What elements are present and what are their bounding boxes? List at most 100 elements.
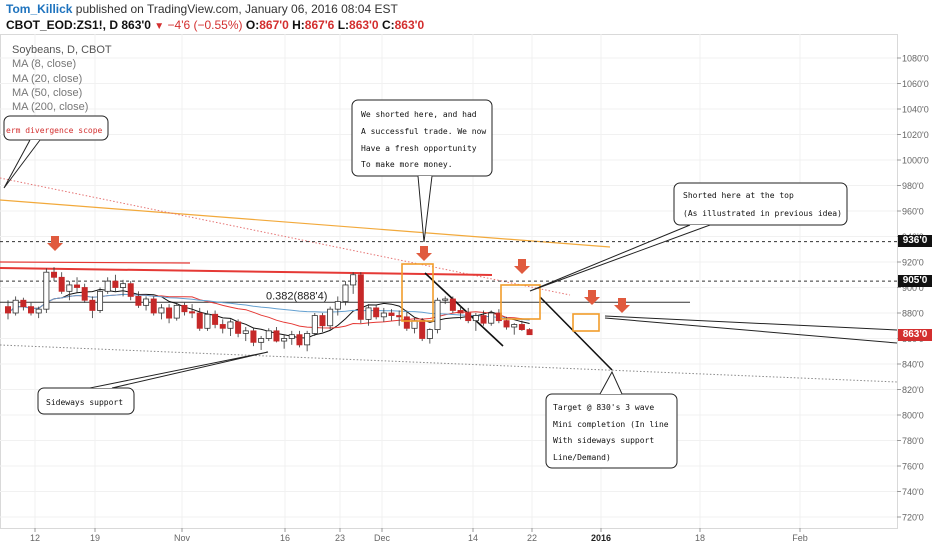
candle-down	[480, 315, 487, 324]
y-tick-label: 760'0	[902, 462, 924, 472]
y-tick-label: 1060'0	[902, 79, 929, 89]
y-tick-label: 1040'0	[902, 105, 929, 115]
candle-up	[43, 271, 50, 310]
candle-down	[403, 316, 410, 329]
close-label: C:	[381, 18, 395, 32]
candle-down	[449, 298, 456, 311]
price-chart[interactable]: 0.382(888'4) 1080'0 1060'0 1040'0 1020'0 100…	[0, 34, 932, 550]
candle-down	[219, 324, 226, 329]
shorted-note-line3: Have a fresh opportunity	[361, 144, 477, 153]
candle-up	[311, 315, 318, 334]
candle-down	[419, 320, 426, 339]
x-tick-label: Nov	[174, 533, 191, 543]
target-callout-tail	[599, 370, 623, 395]
candle-down	[51, 271, 58, 278]
candle-down	[296, 334, 303, 346]
down-arrow-icon	[614, 298, 630, 313]
candle-down	[74, 284, 81, 288]
candle-up	[426, 329, 433, 339]
candle-down	[112, 280, 119, 288]
candlesticks	[5, 267, 533, 352]
candle-up	[158, 307, 165, 314]
resistance-line-2	[0, 261, 191, 264]
top-note-line2: (As illustrated in previous idea)	[683, 209, 842, 218]
candle-down	[465, 312, 472, 322]
candle-up	[350, 274, 357, 286]
x-tick-label: 16	[280, 533, 290, 543]
candle-down	[166, 307, 173, 319]
publish-line: Tom_Killick published on TradingView.com…	[6, 2, 398, 16]
highlight-box-1	[401, 263, 434, 322]
shorted-note-line1: We shorted here, and had	[361, 110, 477, 119]
candle-down	[526, 329, 533, 336]
candle-down	[396, 315, 403, 318]
close-value: 863'0	[394, 18, 425, 32]
candle-down	[81, 287, 88, 301]
triangle-down-icon: ▼	[154, 21, 165, 32]
channel-bottom	[604, 317, 898, 344]
candle-up	[35, 308, 42, 314]
y-tick-label: 740'0	[902, 487, 924, 497]
candle-up	[334, 301, 341, 310]
candle-up	[242, 330, 249, 334]
x-tick-label: 22	[527, 533, 537, 543]
legend-ma50[interactable]: MA (50, close)	[12, 86, 83, 99]
target-note-line3: With sideways support	[553, 436, 655, 445]
legend-ma8[interactable]: MA (8, close)	[12, 58, 77, 71]
divergence-note: erm divergence scope	[6, 126, 103, 135]
candle-down	[212, 313, 219, 325]
shorted-callout-tail	[417, 175, 433, 243]
target-note-line2: Mini completion (In line	[553, 420, 669, 429]
candle-up	[488, 312, 495, 324]
candle-up	[304, 332, 311, 346]
y-tick-label: 960'0	[902, 207, 924, 217]
high-value: 867'6	[304, 18, 335, 32]
highlight-box-3	[572, 313, 600, 332]
target-note-line1: Target @ 830's 3 wave	[553, 403, 655, 412]
sideways-callout	[37, 387, 135, 415]
y-tick-label: 720'0	[902, 513, 924, 523]
open-label: O:	[245, 18, 260, 32]
candle-up	[365, 307, 372, 320]
candle-down	[235, 321, 242, 334]
candle-up	[265, 330, 272, 339]
candle-down	[5, 306, 11, 314]
legend-ma20[interactable]: MA (20, close)	[12, 72, 83, 85]
candle-down	[189, 311, 196, 314]
top-callout-tail	[529, 224, 711, 292]
legend-ma200[interactable]: MA (200, close)	[12, 101, 89, 114]
y-tick-label: 820'0	[902, 385, 924, 395]
x-tick-label: 2016	[591, 533, 611, 543]
highlight-box-2	[500, 284, 541, 320]
sideways-support-line	[0, 344, 898, 383]
candle-up	[434, 299, 441, 330]
candle-up	[143, 298, 150, 306]
downtrend-2	[539, 296, 613, 371]
candle-up	[204, 313, 211, 329]
candle-down	[503, 320, 510, 328]
y-tick-label: 1000'0	[902, 156, 929, 166]
y-tick-label: 780'0	[902, 436, 924, 446]
x-tick-label: 18	[695, 533, 705, 543]
y-tick-label: 840'0	[902, 360, 924, 370]
change: −4'6 (−0.55%)	[167, 18, 243, 32]
symbol[interactable]: CBOT_EOD:ZS1!, D	[6, 18, 119, 32]
down-arrow-icon	[416, 246, 432, 261]
price-tag-936: 936'0	[898, 235, 932, 247]
candle-up	[472, 315, 479, 322]
candle-up	[173, 304, 180, 319]
candle-down	[373, 307, 380, 318]
candle-down	[28, 306, 35, 314]
candle-down	[388, 312, 395, 316]
sideways-note: Sideways support	[46, 398, 124, 407]
x-tick-label: 12	[30, 533, 40, 543]
dotted-resistance	[0, 177, 571, 296]
resistance-line	[0, 267, 493, 276]
author-link[interactable]: Tom_Killick	[6, 2, 73, 16]
candle-down	[273, 330, 280, 342]
candle-up	[342, 284, 349, 302]
chart-legend: Soybeans, D, CBOT MA (8, close) MA (20, …	[12, 43, 112, 114]
candle-up	[227, 321, 234, 329]
candle-down	[127, 283, 134, 297]
x-tick-label: Dec	[374, 533, 391, 543]
